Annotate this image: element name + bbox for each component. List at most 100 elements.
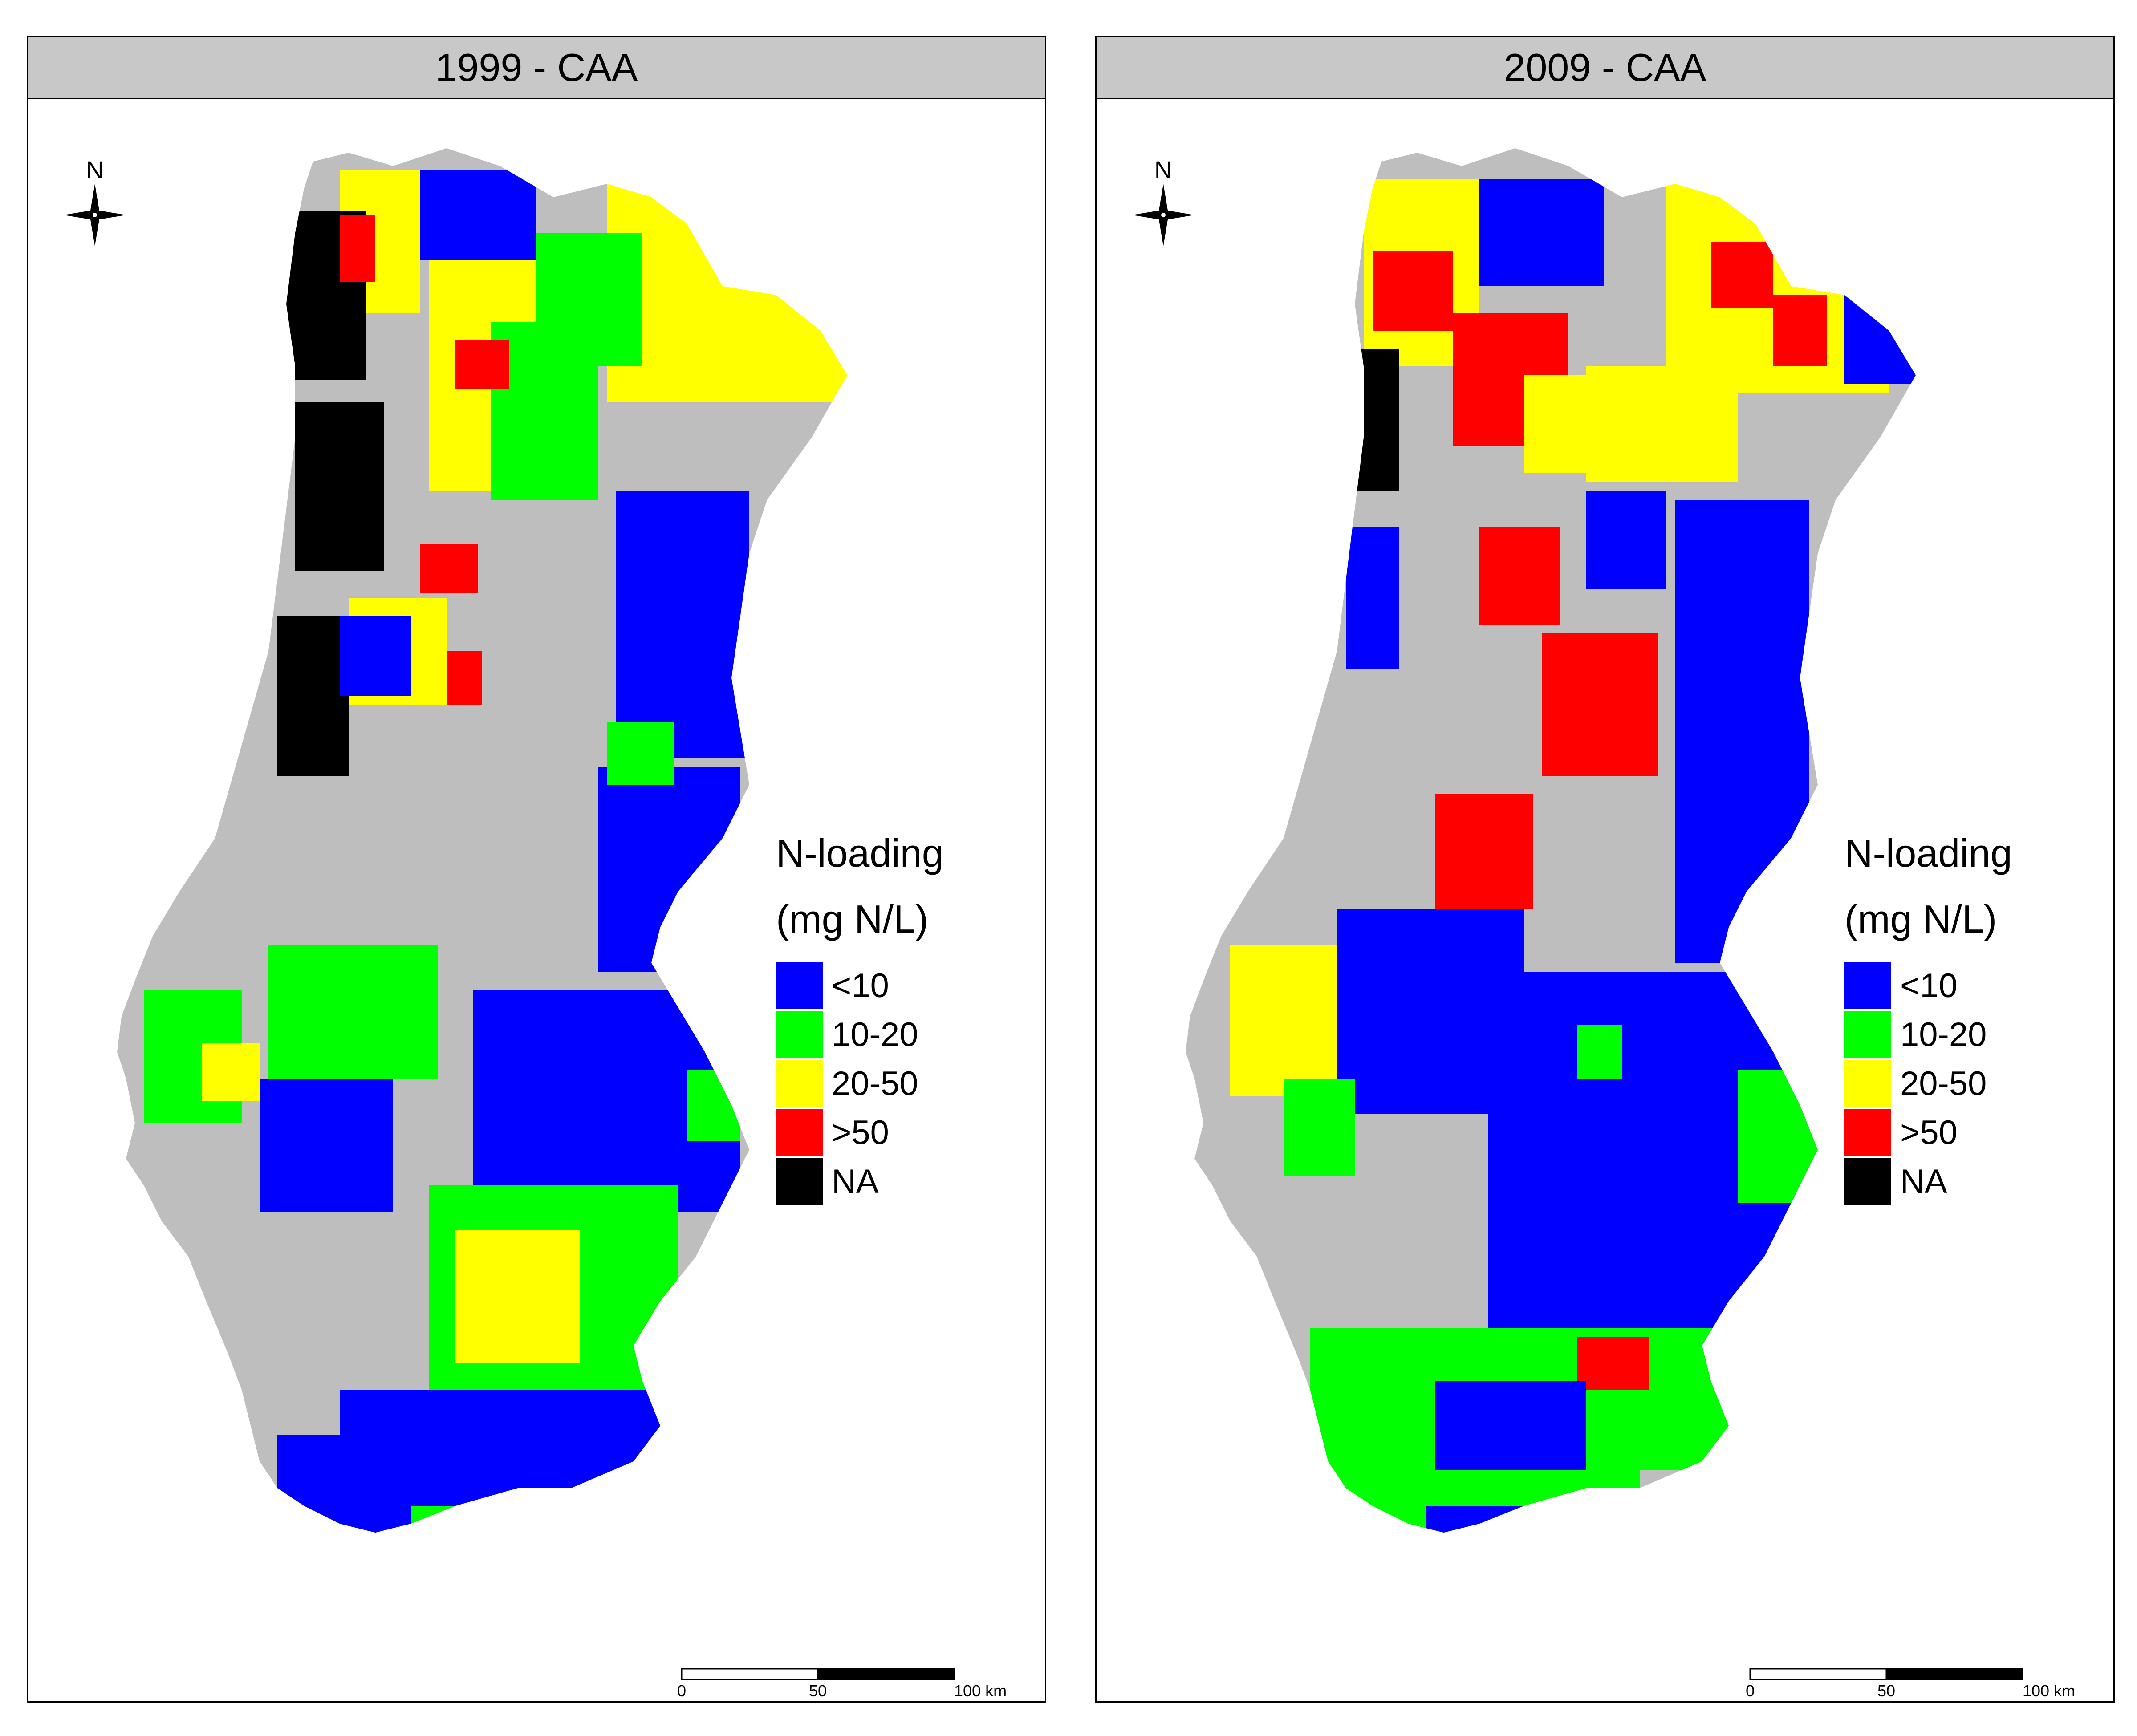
legend-label: NA: [832, 1162, 879, 1201]
legend-label: <10: [1900, 966, 1958, 1005]
scale-tick-50: 50: [1877, 1682, 1895, 1700]
zone-lt10: [1675, 500, 1809, 776]
zone-gt50: [1479, 527, 1560, 625]
zone-na: [295, 402, 384, 571]
zone-10-20: [268, 945, 438, 1079]
zone-20-50: [1586, 366, 1738, 482]
legend-swatch: [1844, 1158, 1891, 1205]
legend-swatch: [776, 1060, 823, 1107]
zone-20-50: [607, 179, 847, 402]
legend-swatch: [776, 1158, 823, 1205]
north-arrow-icon: [64, 184, 126, 246]
legend-label: <10: [832, 966, 889, 1005]
north-label: N: [1154, 156, 1172, 184]
zone-gt50: [1711, 242, 1773, 308]
scale-tick-100: 100 km: [954, 1682, 1007, 1700]
zone-na: [277, 616, 349, 776]
legend-label: 20-50: [1900, 1064, 1987, 1103]
scale-tick-0: 0: [677, 1682, 686, 1700]
legend-title: N-loading: [776, 831, 944, 875]
legend-item-na: NA: [1844, 1157, 2012, 1206]
map-canvas: N 0 50 100 km: [1132, 148, 2075, 1701]
legend-title: N-loading: [1844, 831, 2012, 875]
legend-item-lt10: <10: [776, 961, 944, 1010]
north-label: N: [86, 156, 104, 184]
legend-swatch: [1844, 1109, 1891, 1156]
zone-lt10: [598, 767, 740, 972]
zone-20-50: [1230, 945, 1337, 1096]
zone-lt10: [340, 616, 411, 696]
scale-bar: 0 50 100 km: [677, 1668, 1007, 1700]
zone-lt10: [1426, 1506, 1524, 1533]
legend-label: >50: [1900, 1113, 1958, 1152]
zone-gt50: [340, 215, 375, 282]
panel-title: 2009 - CAA: [1503, 45, 1706, 89]
zone-10-20: [1577, 1025, 1622, 1079]
zone-lt10: [277, 1435, 384, 1533]
legend-label: >50: [832, 1113, 889, 1152]
zone-gt50: [1373, 251, 1453, 331]
zone-lt10: [340, 1390, 687, 1533]
zone-20-50: [1524, 375, 1586, 473]
zone-10-20: [1284, 1079, 1355, 1176]
zone-lt10: [1586, 491, 1666, 589]
zone-10-20: [1738, 1070, 1818, 1203]
legend-label: NA: [1900, 1162, 1947, 1201]
zone-lt10: [1844, 286, 1916, 384]
legend-unit: (mg N/L): [1844, 897, 1997, 941]
legend-item-10-20: 10-20: [1844, 1010, 2012, 1059]
legend-label: 20-50: [832, 1064, 918, 1103]
legend-swatch: [776, 1011, 823, 1058]
legend-item-20-50: 20-50: [1844, 1059, 2012, 1108]
zone-gt50: [1542, 633, 1658, 776]
scale-tick-0: 0: [1746, 1682, 1755, 1700]
zone-20-50: [455, 1230, 580, 1363]
legend-swatch: [1844, 1011, 1891, 1058]
zone-lt10: [251, 1613, 509, 1701]
legend-item-lt10: <10: [1844, 961, 2012, 1010]
zone-10-20: [607, 722, 674, 785]
zone-lt10: [1319, 1613, 1568, 1701]
legend-item-na: NA: [776, 1157, 944, 1206]
legend-swatch: [1844, 962, 1891, 1009]
panel-title: 1999 - CAA: [435, 45, 638, 89]
zone-lt10: [1675, 776, 1809, 963]
legend-swatch: [776, 962, 823, 1009]
zone-10-20: [1310, 1470, 1640, 1533]
legend-label: 10-20: [1900, 1015, 1987, 1054]
north-arrow-icon: [1132, 184, 1194, 246]
zone-20-50: [202, 1043, 260, 1101]
zone-gt50: [420, 544, 478, 593]
legend: N-loading (mg N/L) <10 10-20 20-50 >50 N…: [1844, 834, 2012, 1206]
zone-20-50: [518, 1541, 660, 1648]
map-panel-2009: 2009 - CAA: [1095, 36, 2115, 1703]
zone-20-50: [277, 1568, 366, 1622]
zone-lt10: [1346, 527, 1399, 669]
zone-na: [1346, 349, 1399, 491]
zone-20-50: [482, 1595, 527, 1648]
legend-item-20-50: 20-50: [776, 1059, 944, 1108]
scale-tick-100: 100 km: [2023, 1682, 2075, 1700]
legend-swatch: [776, 1109, 823, 1156]
scale-tick-50: 50: [809, 1682, 827, 1700]
zone-10-20: [687, 1070, 740, 1141]
scale-bar: 0 50 100 km: [1746, 1668, 2075, 1700]
panel-header: 1999 - CAA: [28, 37, 1045, 99]
zone-lt10: [616, 491, 749, 758]
zone-gt50: [1773, 295, 1827, 366]
zone-gt50: [455, 340, 509, 389]
zone-lt10: [260, 1079, 393, 1212]
zone-20-50: [1542, 1568, 1675, 1639]
map-panel-1999: 1999 - CAA: [27, 36, 1046, 1703]
zone-lt10: [1462, 179, 1604, 286]
legend-unit: (mg N/L): [776, 897, 929, 941]
zone-gt50: [1577, 1337, 1649, 1390]
panel-header: 2009 - CAA: [1097, 37, 2113, 99]
legend-item-gt50: >50: [776, 1108, 944, 1157]
legend-item-gt50: >50: [1844, 1108, 2012, 1157]
legend: N-loading (mg N/L) <10 10-20 20-50 >50 N…: [776, 834, 944, 1206]
legend-swatch: [1844, 1060, 1891, 1107]
legend-label: 10-20: [832, 1015, 918, 1054]
map-canvas: N 0 50 100 km: [64, 148, 1007, 1701]
zone-gt50: [1435, 794, 1533, 909]
